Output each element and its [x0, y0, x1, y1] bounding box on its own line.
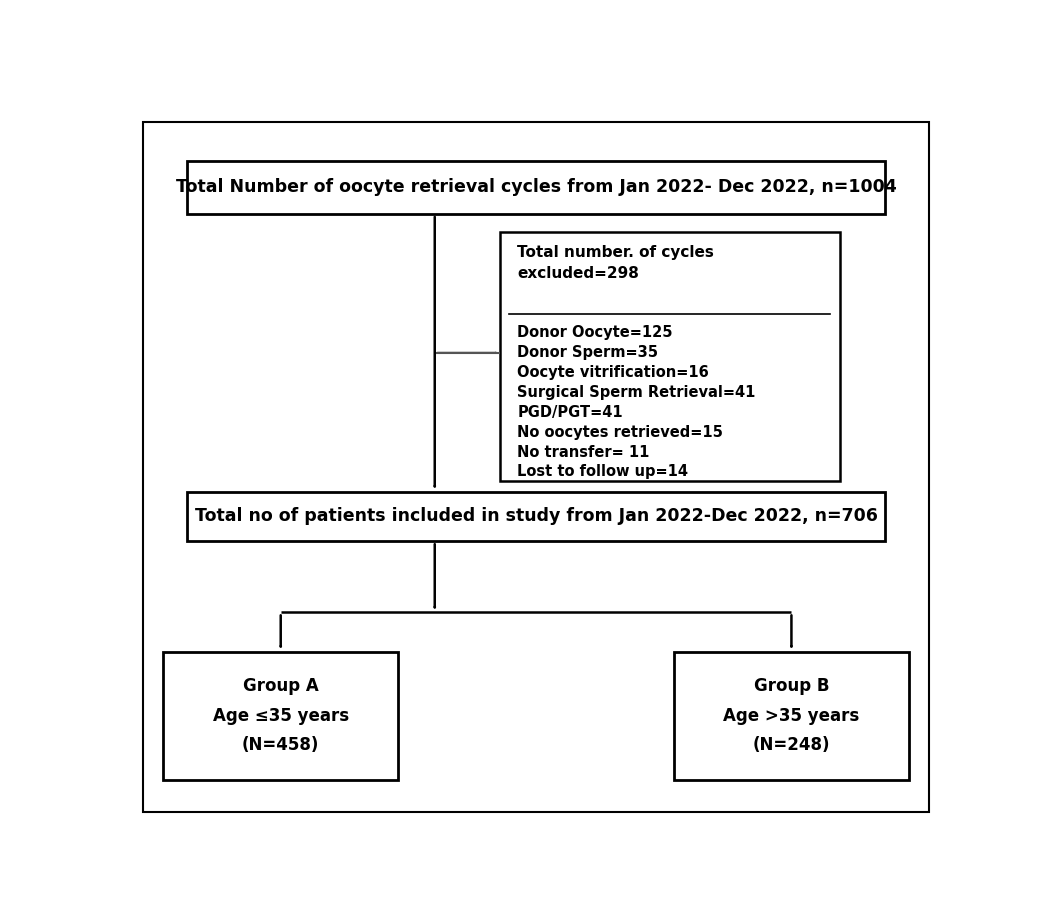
Text: Surgical Sperm Retrieval=41: Surgical Sperm Retrieval=41: [518, 384, 756, 400]
Text: No transfer= 11: No transfer= 11: [518, 444, 650, 459]
Text: Donor Oocyte=125: Donor Oocyte=125: [518, 325, 673, 340]
Text: Total Number of oocyte retrieval cycles from Jan 2022- Dec 2022, n=1004: Total Number of oocyte retrieval cycles …: [176, 178, 896, 197]
Text: PGD/PGT=41: PGD/PGT=41: [518, 405, 623, 419]
Text: Group A
Age ≤35 years
(N=458): Group A Age ≤35 years (N=458): [212, 677, 348, 754]
Text: Lost to follow up=14: Lost to follow up=14: [518, 465, 688, 480]
Text: Total number. of cycles
excluded=298: Total number. of cycles excluded=298: [518, 245, 714, 281]
Text: No oocytes retrieved=15: No oocytes retrieved=15: [518, 425, 723, 440]
Text: Donor Sperm=35: Donor Sperm=35: [518, 345, 658, 360]
Text: Oocyte vitrification=16: Oocyte vitrification=16: [518, 365, 709, 380]
Text: Group B
Age >35 years
(N=248): Group B Age >35 years (N=248): [723, 677, 860, 754]
FancyBboxPatch shape: [500, 232, 840, 480]
FancyBboxPatch shape: [187, 492, 885, 541]
FancyBboxPatch shape: [143, 122, 929, 811]
FancyBboxPatch shape: [163, 651, 399, 780]
Text: Total no of patients included in study from Jan 2022-Dec 2022, n=706: Total no of patients included in study f…: [195, 507, 878, 526]
FancyBboxPatch shape: [187, 161, 885, 214]
FancyBboxPatch shape: [674, 651, 909, 780]
